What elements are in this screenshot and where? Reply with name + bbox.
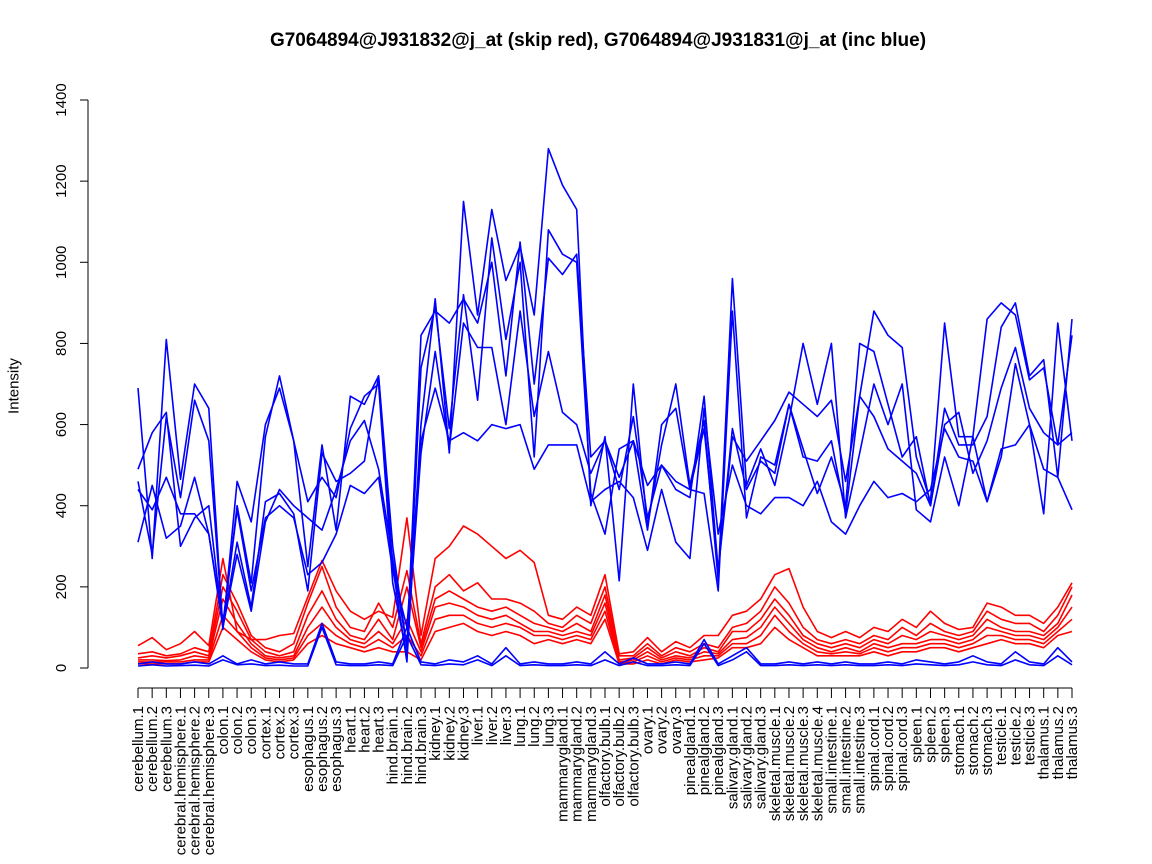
x-tick-label: colon.3 — [243, 706, 260, 754]
x-tick-label: mammarygland.2 — [569, 706, 586, 822]
x-tick-label: olfactory.bulb.2 — [611, 706, 628, 807]
inc-series-line — [137, 310, 1073, 649]
x-tick-label: liver.1 — [470, 706, 487, 745]
x-tick-label: pinealgland.1 — [682, 706, 699, 795]
x-tick-label: cerebral.hemisphere.1 — [172, 706, 189, 855]
x-tick-label: spleen.2 — [922, 706, 939, 763]
x-tick-label: lung.1 — [512, 706, 529, 747]
x-tick-label: spleen.3 — [937, 706, 954, 763]
skip-series-group — [137, 517, 1073, 665]
x-tick-label: small.intestine.1 — [823, 706, 840, 814]
x-tick-label: small.intestine.3 — [852, 706, 869, 814]
x-tick-label: heart.1 — [342, 706, 359, 753]
x-tick-label: cortex.3 — [286, 706, 303, 759]
x-tick-label: pinealgland.3 — [710, 706, 727, 795]
y-tick-label: 200 — [53, 574, 70, 599]
axes: 0200400600800100012001400cerebellum.1cer… — [53, 83, 1081, 855]
x-tick-label: spinal.cord.2 — [880, 706, 897, 791]
x-tick-label: liver.3 — [498, 706, 515, 745]
x-tick-label: kidney.1 — [427, 706, 444, 761]
skip-series-line — [137, 586, 1073, 661]
x-tick-label: lung.3 — [540, 706, 557, 747]
x-tick-label: cerebellum.3 — [158, 706, 175, 792]
x-tick-label: skeletal.muscle.2 — [781, 706, 798, 821]
x-tick-label: salivary.gland.3 — [753, 706, 770, 809]
x-tick-label: skeletal.muscle.4 — [809, 706, 826, 821]
chart-title: G7064894@J931832@j_at (skip red), G70648… — [269, 30, 927, 51]
x-tick-label: heart.3 — [371, 706, 388, 753]
x-tick-label: spinal.cord.1 — [866, 706, 883, 791]
x-tick-label: ovary.1 — [639, 706, 656, 754]
x-tick-label: small.intestine.2 — [838, 706, 855, 814]
x-tick-label: salivary.gland.2 — [739, 706, 756, 809]
y-tick-label: 400 — [53, 493, 70, 518]
x-tick-label: esophagus.1 — [300, 706, 317, 792]
x-tick-label: pinealgland.2 — [696, 706, 713, 795]
x-tick-label: heart.2 — [356, 706, 373, 753]
x-tick-label: ovary.3 — [668, 706, 685, 754]
y-tick-label: 1400 — [53, 83, 70, 116]
y-tick-label: 1200 — [53, 164, 70, 197]
x-tick-label: spinal.cord.3 — [894, 706, 911, 791]
x-tick-label: ovary.2 — [654, 706, 671, 754]
x-tick-label: salivary.gland.1 — [724, 706, 741, 809]
skip-series-line — [138, 610, 1073, 664]
x-tick-label: lung.2 — [526, 706, 543, 747]
x-tick-label: thalamus.1 — [1036, 706, 1053, 779]
x-tick-label: olfactory.bulb.3 — [625, 706, 642, 807]
skip-series-line — [138, 618, 1073, 665]
x-tick-label: cerebellum.1 — [130, 706, 147, 792]
inc-series-line — [137, 147, 1073, 663]
x-tick-label: esophagus.2 — [314, 706, 331, 792]
x-tick-label: colon.1 — [215, 706, 232, 754]
x-tick-label: stomach.3 — [979, 706, 996, 775]
x-tick-label: kidney.2 — [441, 706, 458, 761]
x-tick-label: testicle.2 — [1007, 706, 1024, 765]
y-tick-label: 0 — [53, 664, 70, 672]
x-tick-label: skeletal.muscle.1 — [767, 706, 784, 821]
x-tick-label: spleen.1 — [908, 706, 925, 763]
inc-series-group — [137, 147, 1073, 667]
x-tick-label: stomach.1 — [951, 706, 968, 775]
y-tick-label: 1000 — [53, 246, 70, 279]
x-tick-label: cortex.1 — [257, 706, 274, 759]
y-tick-label: 800 — [53, 331, 70, 356]
x-tick-label: testicle.3 — [1022, 706, 1039, 765]
x-tick-label: thalamus.3 — [1064, 706, 1081, 779]
skip-series-line — [137, 517, 1073, 655]
x-tick-label: skeletal.muscle.3 — [795, 706, 812, 821]
x-tick-label: hind.brain.3 — [413, 706, 430, 784]
x-tick-label: hind.brain.1 — [385, 706, 402, 784]
x-tick-label: kidney.3 — [455, 706, 472, 761]
skip-series-line — [137, 565, 1073, 657]
x-tick-label: thalamus.2 — [1050, 706, 1067, 779]
inc-series-line — [137, 387, 1073, 629]
x-tick-label: cerebral.hemisphere.3 — [201, 706, 218, 855]
x-tick-label: testicle.1 — [993, 706, 1010, 765]
x-tick-label: stomach.2 — [965, 706, 982, 775]
x-tick-label: esophagus.3 — [328, 706, 345, 792]
x-tick-label: cortex.2 — [272, 706, 289, 759]
inc-series-line — [137, 229, 1073, 657]
x-tick-label: liver.2 — [484, 706, 501, 745]
y-tick-label: 600 — [53, 412, 70, 437]
x-tick-label: cerebral.hemisphere.2 — [187, 706, 204, 855]
inc-series-line — [137, 622, 1073, 665]
x-tick-label: olfactory.bulb.1 — [597, 706, 614, 807]
x-tick-label: colon.2 — [229, 706, 246, 754]
x-tick-label: mammarygland.3 — [583, 706, 600, 822]
x-tick-label: hind.brain.2 — [399, 706, 416, 784]
x-tick-label: mammarygland.1 — [555, 706, 572, 822]
skip-series-line — [138, 598, 1073, 663]
x-tick-label: cerebellum.2 — [144, 706, 161, 792]
inc-series-line — [137, 626, 1073, 667]
